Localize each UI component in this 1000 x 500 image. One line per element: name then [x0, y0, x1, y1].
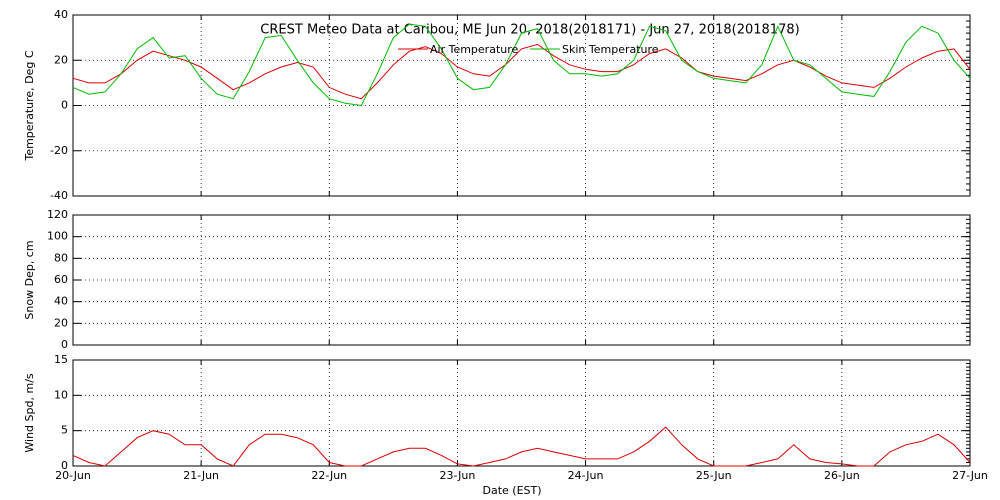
x-axis-label: Date (EST) — [482, 484, 541, 497]
plot-frame — [72, 14, 971, 197]
y-tick-label: -20 — [50, 144, 68, 157]
series-line — [72, 426, 971, 467]
x-tick-label: 27-Jun — [952, 469, 988, 482]
y-tick-label: 40 — [54, 295, 68, 308]
y-tick-label: 0 — [61, 338, 68, 351]
x-tick-label: 25-Jun — [696, 469, 732, 482]
y-tick-label: 20 — [54, 53, 68, 66]
plot-frame — [72, 214, 971, 346]
y-axis-label: Wind Spd, m/s — [23, 373, 36, 453]
plot-frame — [72, 359, 971, 467]
x-tick-label: 20-Jun — [55, 469, 91, 482]
x-tick-label: 21-Jun — [183, 469, 219, 482]
x-tick-label: 22-Jun — [311, 469, 347, 482]
y-tick-label: -40 — [50, 189, 68, 202]
y-tick-label: 20 — [54, 316, 68, 329]
y-tick-label: 100 — [47, 230, 68, 243]
y-tick-label: 0 — [61, 99, 68, 112]
y-axis-label: Temperature, Deg C — [23, 50, 36, 161]
x-tick-label: 23-Jun — [440, 469, 476, 482]
y-tick-label: 60 — [54, 273, 68, 286]
y-tick-label: 10 — [54, 388, 68, 401]
y-tick-label: 40 — [54, 8, 68, 21]
series-line — [72, 43, 971, 100]
y-tick-label: 15 — [54, 353, 68, 366]
x-tick-label: 26-Jun — [824, 469, 860, 482]
y-tick-label: 120 — [47, 208, 68, 221]
y-tick-label: 80 — [54, 251, 68, 264]
y-tick-label: 0 — [61, 459, 68, 472]
y-axis-label: Snow Dep, cm — [23, 240, 36, 319]
legend-label: Air Temperature — [430, 43, 519, 56]
y-tick-label: 5 — [61, 424, 68, 437]
legend-label: Skin Temperature — [562, 43, 659, 56]
chart-title: CREST Meteo Data at Caribou, ME Jun 20, … — [260, 23, 799, 38]
series-line — [72, 23, 971, 107]
x-tick-label: 24-Jun — [568, 469, 604, 482]
